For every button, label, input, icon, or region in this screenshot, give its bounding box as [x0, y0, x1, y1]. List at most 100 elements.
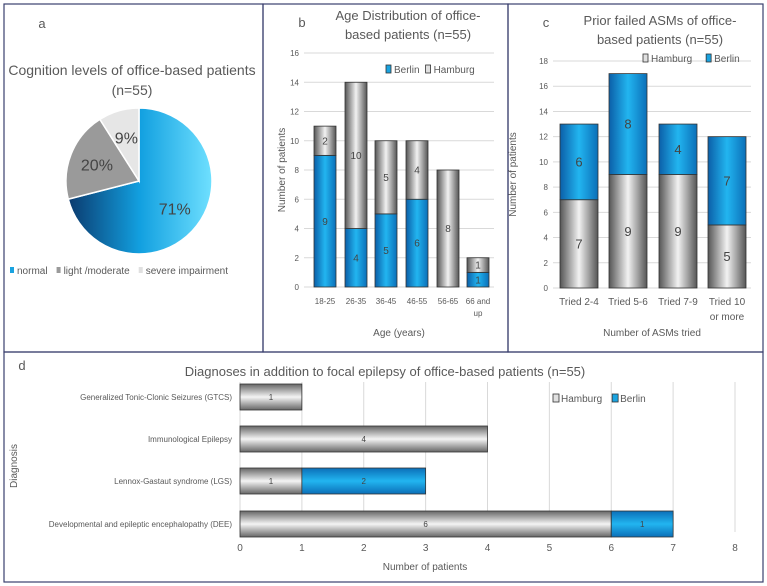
legend-swatch-hamburg: [425, 64, 431, 74]
legend-label: Hamburg: [651, 54, 692, 65]
panel-label-b: b: [298, 15, 305, 30]
bar-value-label: 1: [475, 261, 481, 272]
bar-berlin: [608, 73, 648, 175]
y-axis-title: Number of patients: [277, 128, 288, 213]
panel-border-d: [3, 351, 764, 583]
bar-value-label: 2: [322, 136, 328, 147]
x-tick-label: 7: [670, 543, 676, 554]
bar-hamburg: [239, 425, 488, 453]
bar-hamburg: [466, 257, 490, 273]
bar-berlin: [559, 123, 599, 201]
y-tick-label: 12: [539, 133, 548, 142]
x-tick-label: 56-65: [438, 297, 459, 306]
legend-label: Hamburg: [434, 65, 475, 76]
bar-value-label: 4: [353, 253, 359, 264]
x-axis-title: Number of ASMs tried: [603, 328, 701, 339]
pie-slice-severe-impairment: [98, 107, 140, 184]
x-tick-label: Tried 10: [709, 297, 746, 308]
legend-label: Hamburg: [561, 394, 602, 405]
bar-hamburg: [559, 199, 599, 289]
bar-hamburg: [313, 125, 337, 156]
bar-value-label: 1: [269, 477, 274, 486]
x-tick-label: 8: [732, 543, 738, 554]
bar-value-label: 4: [414, 166, 420, 177]
bar-value-label: 2: [362, 477, 367, 486]
y-tick-label: 12: [290, 108, 299, 117]
legend-label: Berlin: [394, 65, 420, 76]
bar-value-label: 4: [674, 142, 681, 157]
pie-slice-label: 20%: [81, 157, 113, 174]
asm-chart-title: Prior failed ASMs of office-based patien…: [583, 13, 737, 47]
y-tick-label: Immunological Epilepsy: [148, 435, 232, 444]
bar-value-label: 8: [624, 117, 631, 132]
y-tick-label: 8: [295, 166, 300, 175]
x-axis-title: Age (years): [373, 328, 425, 339]
y-tick-label: 10: [539, 158, 548, 167]
bar-value-label: 8: [445, 224, 451, 235]
x-tick-label: 6: [608, 543, 614, 554]
y-tick-label: 14: [290, 78, 299, 87]
legend-swatch-berlin: [385, 64, 392, 74]
y-axis-title: Number of patients: [508, 132, 519, 217]
y-tick-label: 16: [539, 82, 548, 91]
bar-berlin: [707, 136, 747, 226]
bar-hamburg: [707, 224, 747, 289]
bar-value-label: 7: [575, 237, 582, 252]
bar-value-label: 9: [674, 224, 681, 239]
legend-swatch: [56, 267, 61, 273]
x-tick-label: Tried 5-6: [608, 297, 648, 308]
x-tick-label: Tried 7-9: [658, 297, 698, 308]
bar-value-label: 5: [383, 173, 389, 184]
x-tick-label: 4: [485, 543, 491, 554]
y-tick-label: Generalized Tonic-Clonic Seizures (GTCS): [80, 393, 232, 402]
x-tick-label: or more: [710, 312, 745, 323]
bar-hamburg: [239, 467, 303, 495]
chart-title: Diagnoses in addition to focal epilepsy …: [185, 364, 586, 379]
legend-label: severe impairment: [146, 266, 228, 277]
y-tick-label: 0: [295, 283, 300, 292]
age-chart-title: Age Distribution of office-based patient…: [335, 8, 481, 42]
x-tick-label: 36-45: [376, 297, 397, 306]
legend-swatch-berlin: [705, 53, 712, 63]
panel-label-c: c: [543, 15, 550, 30]
y-tick-label: 4: [544, 234, 549, 243]
bar-hamburg: [239, 510, 612, 538]
bar-value-label: 1: [269, 393, 274, 402]
bar-value-label: 9: [624, 224, 631, 239]
bar-value-label: 1: [640, 520, 645, 529]
y-tick-label: 8: [544, 183, 549, 192]
y-tick-label: 14: [539, 107, 548, 116]
legend-label: normal: [17, 266, 48, 277]
asm-chart-title-box: Prior failed ASMs of office-based patien…: [583, 13, 737, 47]
y-tick-label: 2: [544, 259, 549, 268]
pie-slice-label: 71%: [159, 202, 191, 219]
pie-title: Cognition levels of office-based patient…: [8, 62, 255, 78]
y-tick-label: 10: [290, 137, 299, 146]
bar-value-label: 6: [414, 239, 420, 250]
x-tick-label: 2: [361, 543, 367, 554]
bar-hamburg: [344, 81, 368, 229]
legend-label: Berlin: [620, 394, 646, 405]
pie-slice-light-moderate: [65, 118, 141, 201]
y-tick-label: 6: [544, 208, 549, 217]
y-tick-label: 2: [295, 254, 300, 263]
x-tick-label: up: [474, 309, 483, 318]
bar-value-label: 7: [723, 173, 730, 188]
pie-slice-label: 9%: [115, 131, 138, 148]
age-chart-title-box: Age Distribution of office-based patient…: [335, 8, 481, 42]
x-tick-label: 1: [299, 543, 305, 554]
y-tick-label: Developmental and epileptic encephalopat…: [49, 520, 233, 529]
x-tick-label: 18-25: [315, 297, 336, 306]
y-tick-label: 6: [295, 195, 300, 204]
x-axis-title: Number of patients: [383, 562, 468, 573]
x-tick-label: 3: [423, 543, 429, 554]
legend-swatch-hamburg: [642, 53, 649, 63]
y-tick-label: 0: [544, 284, 549, 293]
bar-value-label: 6: [575, 155, 582, 170]
bar-value-label: 1: [475, 275, 481, 286]
bar-hamburg: [608, 174, 648, 289]
bar-hamburg: [405, 140, 429, 200]
x-tick-label: 5: [547, 543, 553, 554]
legend-label: Berlin: [714, 54, 740, 65]
